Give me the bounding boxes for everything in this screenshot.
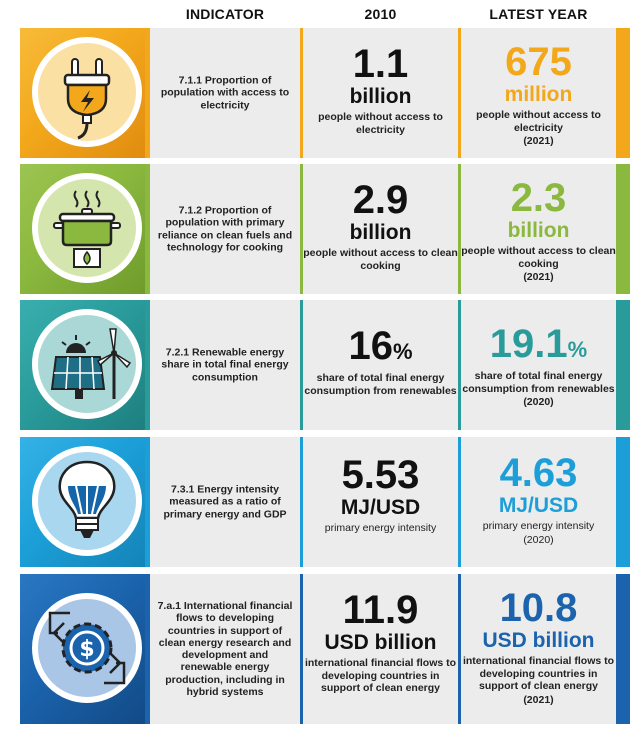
value-latest-cell: 4.63 MJ/USD primary energy intensity (20… xyxy=(461,437,616,567)
indicator-cell: 7.1.1 Proportion of population with acce… xyxy=(150,28,300,158)
value-2010-cell: 1.1 billion people without access to ele… xyxy=(303,28,458,158)
value-2010: 5.53 xyxy=(341,453,420,497)
value-latest: 10.8 xyxy=(499,586,578,630)
indicator-cell: 7.2.1 Renewable energy share in total fi… xyxy=(150,300,300,430)
value-latest-cell: 675 million people without access to ele… xyxy=(461,28,616,158)
icon-panel xyxy=(20,437,145,567)
unit-2010: billion xyxy=(349,85,412,108)
unit-latest: % xyxy=(567,337,588,362)
unit-2010: % xyxy=(392,339,413,364)
latest-year: (2021) xyxy=(523,271,554,284)
row-edge xyxy=(619,574,630,724)
value-latest: 19.1 xyxy=(489,322,568,366)
indicator-label: 7.1.1 Proportion of population with acce… xyxy=(160,74,290,112)
solar-wind-icon xyxy=(32,309,142,419)
indicator-row-renewables: 7.2.1 Renewable energy share in total fi… xyxy=(0,300,635,430)
indicator-column-header: INDICATOR xyxy=(185,6,265,22)
value-2010: 2.9 xyxy=(352,178,409,222)
indicator-cell: 7.a.1 International financial flows to d… xyxy=(150,574,300,724)
description-latest: people without access to electricity xyxy=(476,109,601,134)
value-latest: 4.63 xyxy=(499,451,578,495)
indicator-label: 7.a.1 International financial flows to d… xyxy=(157,599,293,698)
latest-year: (2021) xyxy=(523,693,554,706)
icon-panel: $ xyxy=(20,574,145,724)
latest-year: (2020) xyxy=(523,396,554,409)
indicator-label: 7.3.1 Energy intensity measured as a rat… xyxy=(163,483,287,521)
indicator-row-cooking: 7.1.2 Proportion of population with prim… xyxy=(0,164,635,294)
unit-latest: MJ/USD xyxy=(498,494,579,517)
unit-latest: USD billion xyxy=(482,629,595,652)
unit-2010: USD billion xyxy=(324,631,437,654)
row-edge xyxy=(619,300,630,430)
row-edge xyxy=(619,437,630,567)
cooking-pot-icon xyxy=(32,173,142,283)
icon-panel xyxy=(20,164,145,294)
description-latest: international financial flows to develop… xyxy=(462,655,615,693)
value-latest: 2.3 xyxy=(510,176,567,220)
value-2010-cell: 16% share of total final energy consumpt… xyxy=(303,300,458,430)
unit-2010: MJ/USD xyxy=(340,496,421,519)
year-2010-column-header: 2010 xyxy=(364,6,397,22)
indicator-row-energy-intensity: 7.3.1 Energy intensity measured as a rat… xyxy=(0,437,635,567)
row-edge xyxy=(619,164,630,294)
table-header: INDICATOR 2010 LATEST YEAR xyxy=(0,0,635,28)
indicator-row-electricity: 7.1.1 Proportion of population with acce… xyxy=(0,28,635,158)
description-latest: people without access to clean cooking xyxy=(461,245,616,270)
light-bulb-icon xyxy=(32,446,142,556)
value-latest-cell: 2.3 billion people without access to cle… xyxy=(461,164,616,294)
value-2010-cell: 5.53 MJ/USD primary energy intensity xyxy=(303,437,458,567)
description-2010: people without access to clean cooking xyxy=(303,247,458,272)
description-latest: share of total final energy consumption … xyxy=(462,370,615,395)
value-latest: 675 xyxy=(505,40,572,84)
indicator-row-financial-flows: $ 7.a.1 International financial flows to… xyxy=(0,574,635,724)
unit-latest: million xyxy=(504,83,573,106)
value-2010: 11.9 xyxy=(342,588,419,632)
value-2010-cell: 11.9 USD billion international financial… xyxy=(303,574,458,724)
svg-text:$: $ xyxy=(79,637,94,662)
value-latest-cell: 19.1% share of total final energy consum… xyxy=(461,300,616,430)
description-2010: people without access to electricity xyxy=(318,111,443,136)
value-2010: 1.1 xyxy=(352,42,409,86)
unit-latest: billion xyxy=(507,219,570,242)
description-latest: primary energy intensity xyxy=(482,520,595,532)
description-2010: primary energy intensity xyxy=(324,522,437,534)
row-edge xyxy=(619,28,630,158)
description-2010: international financial flows to develop… xyxy=(304,657,457,695)
unit-2010: billion xyxy=(349,221,412,244)
indicator-label: 7.2.1 Renewable energy share in total fi… xyxy=(161,346,289,384)
electric-plug-icon xyxy=(32,37,142,147)
icon-panel xyxy=(20,300,145,430)
indicator-label: 7.1.2 Proportion of population with prim… xyxy=(157,204,293,254)
value-2010: 16 xyxy=(348,324,393,368)
indicator-cell: 7.1.2 Proportion of population with prim… xyxy=(150,164,300,294)
latest-year-column-header: LATEST YEAR xyxy=(489,6,588,22)
latest-year: (2020) xyxy=(523,533,554,546)
dollar-gear-icon: $ xyxy=(32,593,142,703)
value-latest-cell: 10.8 USD billion international financial… xyxy=(461,574,616,724)
icon-panel xyxy=(20,28,145,158)
description-2010: share of total final energy consumption … xyxy=(304,372,457,397)
indicator-cell: 7.3.1 Energy intensity measured as a rat… xyxy=(150,437,300,567)
value-2010-cell: 2.9 billion people without access to cle… xyxy=(303,164,458,294)
latest-year: (2021) xyxy=(523,135,554,148)
